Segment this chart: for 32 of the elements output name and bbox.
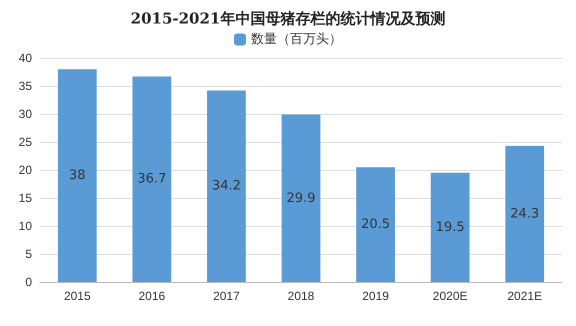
y-tick-label: 30: [18, 107, 32, 121]
x-tick-label: 2016: [138, 289, 166, 303]
x-tick-label: 2019: [362, 289, 390, 303]
bar: [356, 167, 395, 282]
y-tick-label: 15: [18, 191, 32, 205]
x-tick-label: 2021E: [507, 289, 542, 303]
data-label: 36.7: [137, 172, 166, 187]
x-tick-label: 2015: [64, 289, 91, 303]
bar: [430, 172, 470, 282]
bar: [282, 114, 320, 282]
y-tick-label: 40: [18, 51, 32, 65]
data-label: 38: [69, 168, 86, 184]
x-tick-label: 2020E: [432, 289, 468, 303]
y-tick-label: 5: [25, 247, 32, 261]
data-label: 20.5: [361, 217, 390, 232]
y-tick-label: 35: [18, 79, 32, 93]
x-tick-label: 2017: [213, 289, 240, 303]
y-tick-label: 10: [18, 219, 32, 233]
y-tick-label: 20: [18, 163, 32, 177]
x-tick-label: 2018: [288, 289, 315, 303]
data-label: 24.3: [510, 206, 540, 222]
bar: [207, 90, 246, 282]
bar: [58, 69, 97, 282]
y-tick-label: 25: [18, 135, 32, 149]
bar: [132, 76, 172, 282]
data-label: 19.5: [436, 220, 465, 235]
chart-title: 2015-2021年中国母猪存栏的统计情况及预测: [130, 10, 446, 28]
legend-label: 数量（百万头）: [251, 32, 342, 47]
data-label: 29.9: [286, 190, 316, 206]
bar: [505, 146, 544, 282]
data-label: 34.2: [212, 178, 241, 194]
y-tick-label: 0: [25, 275, 32, 289]
